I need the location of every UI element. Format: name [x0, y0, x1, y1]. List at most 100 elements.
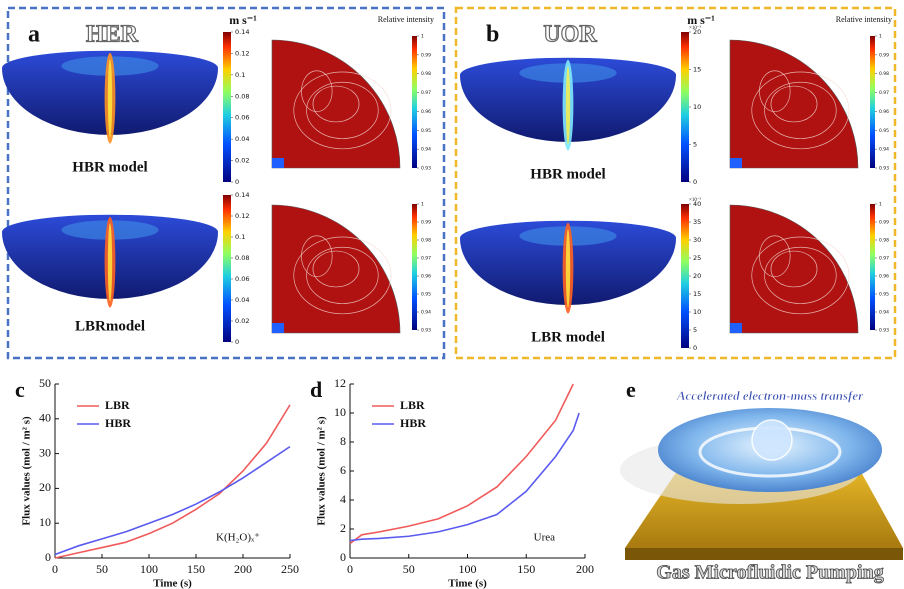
intensity-map	[271, 39, 401, 169]
panel-label: d	[310, 377, 322, 402]
colorbar-tick-label: 0.1	[235, 233, 245, 241]
x-tick-label: 0	[52, 562, 58, 576]
colorbar-tick-label: 0.98	[421, 71, 431, 77]
colorbar	[870, 36, 875, 168]
y-tick-label: 12	[334, 376, 346, 390]
panel-b-frame	[454, 6, 897, 360]
colorbar-tick-label: 0.93	[879, 166, 889, 172]
legend-label: HBR	[105, 416, 131, 430]
colorbar-tick-label: 0.02	[235, 317, 249, 325]
annotation: K(H₂O)ₓ⁺	[216, 532, 260, 544]
model-label: LBR model	[531, 329, 605, 345]
colorbar-tick-label: 0.04	[235, 296, 249, 304]
panel-label: a	[28, 22, 40, 48]
panel-title: HER	[86, 22, 139, 48]
x-axis-label: Time (s)	[153, 578, 192, 589]
colorbar-tick-label: 0.96	[421, 274, 431, 280]
hot-corner	[272, 323, 284, 333]
unit-label: m s⁻¹	[229, 13, 257, 27]
colorbar-tick-label: 0.08	[235, 254, 249, 262]
colorbar-tick-label: 1	[421, 202, 424, 208]
colorbar-tick-label: 0.04	[235, 135, 249, 143]
colorbar-tick-label: 0.1	[235, 71, 245, 79]
legend-label: LBR	[105, 398, 130, 412]
intensity-title: Relative intensity	[378, 15, 434, 24]
colorbar-tick-label: 0.98	[421, 238, 431, 244]
colorbar-tick-label: 0.93	[421, 166, 431, 172]
colorbar-tick-label: 30	[693, 236, 701, 244]
y-tick-label: 2	[340, 521, 346, 535]
data-line	[54, 404, 291, 559]
streamline	[293, 71, 392, 150]
colorbar-tick-label: 0.06	[235, 114, 249, 122]
colorbar-tick-label: 0.99	[879, 52, 889, 58]
colorbar-tick-label: 0.96	[879, 109, 889, 115]
colorbar-tick-label: 0.96	[879, 274, 889, 280]
flow-jet-core	[565, 229, 571, 308]
colorbar-tick-label: 0.95	[421, 128, 431, 134]
x-tick-label: 0	[347, 562, 353, 576]
data-line	[54, 445, 291, 556]
streamline	[770, 85, 818, 123]
colorbar-exponent: ×10⁻³	[689, 197, 701, 203]
streamline	[293, 236, 392, 315]
x-tick-label: 100	[459, 562, 477, 576]
y-tick-label: 8	[340, 434, 346, 448]
gold-plate-edge	[625, 548, 903, 560]
streamline	[312, 85, 360, 123]
panel-label: b	[486, 22, 499, 48]
colorbar-tick-label: 0.98	[879, 71, 889, 77]
panel-label: e	[626, 377, 636, 402]
colorbar-tick-label: 0.93	[879, 328, 889, 334]
hot-corner	[730, 158, 742, 168]
caption-top: Accelerated electron-mass transfer	[676, 388, 864, 403]
x-tick-label: 250	[281, 562, 299, 576]
colorbar-tick-label: 35	[693, 218, 701, 226]
y-tick-label: 40	[39, 411, 51, 425]
colorbar-tick-label: 0.94	[421, 147, 431, 153]
colorbar-tick-label: 0.94	[879, 310, 889, 316]
y-tick-label: 50	[39, 376, 51, 390]
colorbar	[223, 32, 231, 182]
legend-label: HBR	[400, 416, 426, 430]
intensity-map	[729, 204, 859, 334]
colorbar-tick-label: 0.95	[879, 128, 889, 134]
x-tick-label: 150	[517, 562, 535, 576]
data-line	[349, 383, 574, 545]
colorbar-tick-label: 40	[693, 200, 701, 208]
caption-bottom: Gas Microfluidic Pumping	[656, 562, 883, 584]
colorbar-tick-label: 0.99	[421, 52, 431, 58]
streamline	[764, 81, 837, 139]
colorbar-tick-label: 25	[693, 254, 701, 262]
y-tick-label: 20	[39, 480, 51, 494]
streamline	[301, 235, 333, 278]
y-tick-label: 0	[340, 550, 346, 564]
streamline	[306, 246, 379, 304]
colorbar-tick-label: 0.08	[235, 92, 249, 100]
colorbar-tick-label: 0.14	[235, 191, 249, 199]
model-label: HBR model	[530, 166, 605, 182]
colorbar	[223, 195, 231, 342]
streamline	[759, 235, 791, 278]
streamline	[312, 250, 360, 288]
colorbar-tick-label: 0.95	[421, 292, 431, 298]
x-tick-label: 200	[234, 562, 252, 576]
flow-jet-core	[107, 223, 113, 302]
colorbar-tick-label: 20	[693, 272, 701, 280]
intensity-map	[271, 204, 401, 334]
colorbar-tick-label: 0.94	[879, 147, 889, 153]
flow-jet-core	[107, 59, 113, 138]
colorbar-exponent: ×10⁻³	[689, 25, 701, 31]
intensity-title: Relative intensity	[836, 15, 892, 24]
unit-label: m s⁻¹	[687, 13, 715, 27]
hot-corner	[272, 158, 284, 168]
annotation: Urea	[534, 532, 555, 544]
x-tick-label: 50	[403, 562, 415, 576]
colorbar-tick-label: 20	[693, 28, 701, 36]
colorbar-tick-label: 0.95	[879, 292, 889, 298]
colorbar-tick-label: 0.96	[421, 109, 431, 115]
colorbar-tick-label: 0.97	[421, 256, 431, 262]
colorbar	[870, 204, 875, 330]
y-tick-label: 10	[334, 405, 346, 419]
